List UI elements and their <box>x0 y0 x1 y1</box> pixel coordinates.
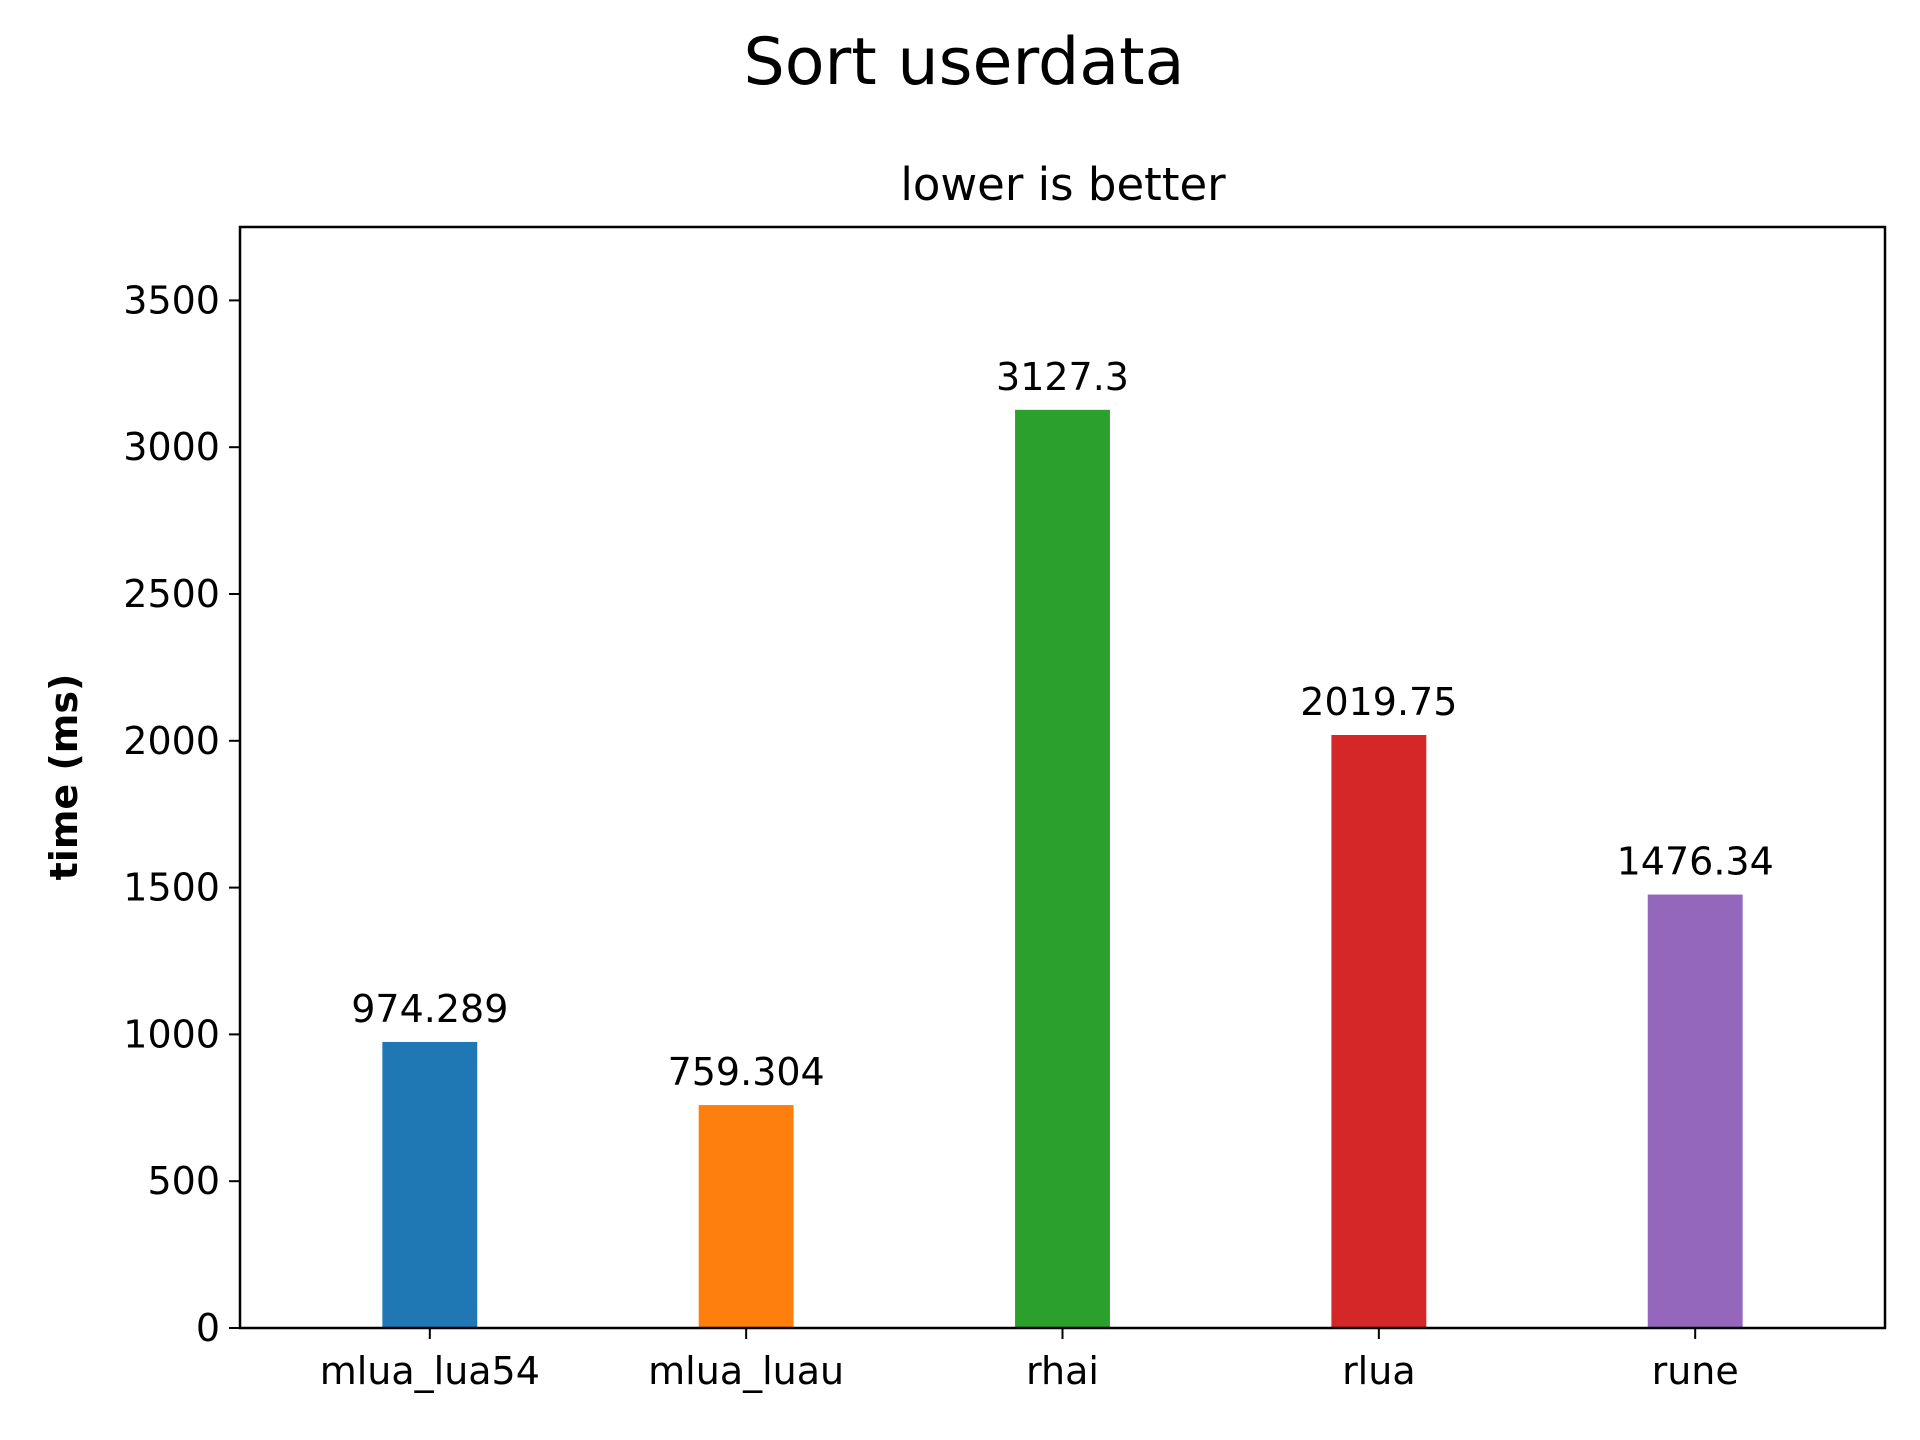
ticks-layer: mlua_lua54 mlua_luau rhai rlua rune 0 500 1000 1… <box>123 278 1738 1393</box>
bar-value-label: 3127.3 <box>996 355 1129 399</box>
y-tick-label: 3000 <box>123 425 220 469</box>
bar-value-label: 1476.34 <box>1617 840 1774 884</box>
y-axis-label: time (ms) <box>42 674 86 881</box>
chart-title: Sort userdata <box>744 25 1185 100</box>
x-tick-label: mlua_luau <box>648 1349 844 1393</box>
plot-frame <box>238 225 1887 1330</box>
bar-rune <box>1647 894 1743 1328</box>
x-tick-label: mlua_lua54 <box>320 1349 540 1393</box>
bar-value-label: 759.304 <box>668 1050 825 1094</box>
bar-rlua <box>1331 735 1427 1328</box>
bar-mlua_lua54 <box>382 1041 478 1328</box>
y-tick-label: 2000 <box>123 719 220 763</box>
bar-rhai <box>1015 409 1110 1328</box>
y-tick-label: 1000 <box>123 1012 220 1056</box>
y-tick-label: 2500 <box>123 572 220 616</box>
y-tick-label: 500 <box>147 1159 220 1203</box>
y-tick-label: 3500 <box>123 278 220 322</box>
bar-mlua_luau <box>698 1105 794 1328</box>
bars-layer: 974.289 759.304 3127.3 2019.75 1476.34 <box>351 355 1774 1328</box>
x-tick-label: rhai <box>1026 1349 1099 1393</box>
x-tick-label: rune <box>1652 1349 1739 1393</box>
y-tick-label: 1500 <box>123 866 220 910</box>
bar-value-label: 2019.75 <box>1300 680 1457 724</box>
y-tick-label: 0 <box>196 1306 220 1350</box>
bar-value-label: 974.289 <box>351 987 508 1031</box>
chart-subtitle: lower is better <box>900 158 1226 211</box>
x-tick-label: rlua <box>1342 1349 1416 1393</box>
